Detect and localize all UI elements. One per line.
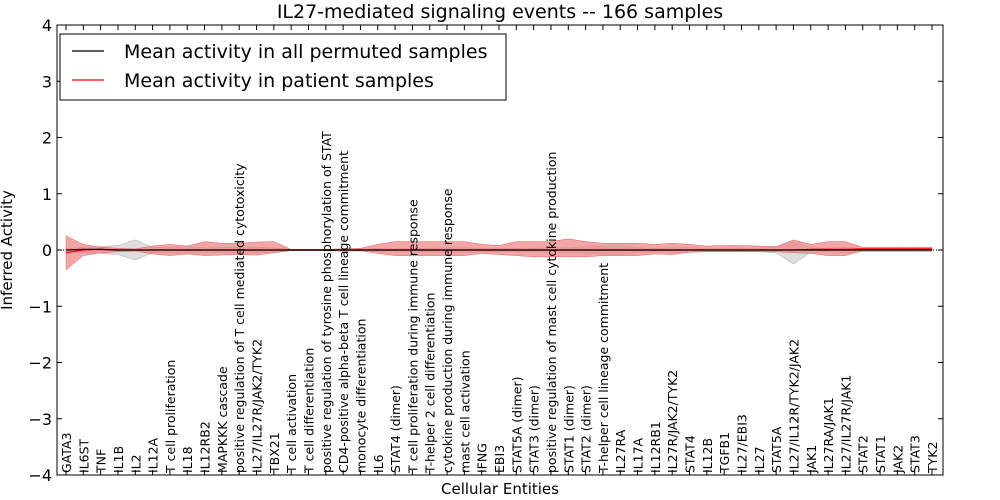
x-tick-label: IL27/EBI3 bbox=[735, 414, 750, 473]
x-tick-label: MAPKKK cascade bbox=[215, 366, 230, 473]
x-tick-label: IL17A bbox=[631, 437, 646, 473]
y-tick-label: −1 bbox=[28, 297, 52, 316]
x-tick-label: IL12RB2 bbox=[198, 421, 213, 473]
y-tick-label: 0 bbox=[42, 241, 52, 260]
legend-patient-label: Mean activity in patient samples bbox=[124, 70, 434, 92]
y-tick-label: −3 bbox=[28, 410, 52, 429]
x-tick-label: T cell proliferation bbox=[163, 360, 178, 474]
x-tick-label: IL27R/JAK2/TYK2 bbox=[665, 370, 680, 473]
legend-permuted-label: Mean activity in all permuted samples bbox=[124, 41, 487, 63]
x-tick-label: STAT2 bbox=[856, 435, 871, 473]
x-tick-label: T cell activation bbox=[284, 374, 299, 474]
x-tick-label: positive regulation of T cell mediated c… bbox=[232, 163, 247, 473]
x-tick-label: STAT1 bbox=[873, 435, 888, 473]
x-tick-label: T-helper cell lineage commitment bbox=[596, 263, 611, 474]
x-tick-label: STAT3 (dimer) bbox=[527, 385, 542, 473]
chart-title: IL27-mediated signaling events -- 166 sa… bbox=[277, 1, 723, 23]
x-tick-label: CD4-positive alpha-beta T cell lineage c… bbox=[336, 151, 351, 473]
x-tick-label: IL27/IL12R/TYK2/JAK2 bbox=[786, 339, 801, 473]
x-tick-label: IL27 bbox=[752, 446, 767, 473]
x-tick-label: IL2 bbox=[128, 454, 143, 473]
permuted-mean-line bbox=[65, 248, 932, 251]
y-axis-label: Inferred Activity bbox=[0, 190, 16, 310]
x-tick-label: IL27RA bbox=[613, 429, 628, 473]
x-tick-label: monocyte differentiation bbox=[353, 319, 368, 473]
x-tick-label: IL27RA/JAK1 bbox=[821, 397, 836, 473]
x-tick-label: STAT3 bbox=[908, 435, 923, 473]
x-tick-label: TNF bbox=[94, 449, 109, 474]
x-tick-label: STAT4 bbox=[683, 435, 698, 473]
y-tick-label: −4 bbox=[28, 466, 52, 485]
y-tick-label: −2 bbox=[28, 354, 52, 373]
x-tick-label: STAT4 (dimer) bbox=[388, 385, 403, 473]
legend-box bbox=[59, 33, 507, 101]
x-tick-label: positive regulation of tyrosine phosphor… bbox=[319, 131, 334, 473]
x-tick-label: GATA3 bbox=[59, 433, 74, 473]
x-tick-label: IL6ST bbox=[76, 438, 91, 473]
x-tick-label: IL6 bbox=[371, 454, 386, 473]
x-tick-label: T-helper 2 cell differentiation bbox=[423, 293, 438, 474]
x-tick-label: positive regulation of mast cell cytokin… bbox=[544, 152, 559, 473]
x-tick-label: TYK2 bbox=[925, 442, 940, 474]
x-tick-label: JAK2 bbox=[890, 445, 905, 474]
x-tick-label: IL12B bbox=[700, 438, 715, 473]
x-tick-label: STAT5A (dimer) bbox=[509, 377, 524, 473]
x-tick-label: T cell differentiation bbox=[302, 348, 317, 474]
x-tick-label: EBI3 bbox=[492, 445, 507, 473]
x-tick-label: IFNG bbox=[475, 443, 490, 473]
y-tick-label: 3 bbox=[42, 72, 52, 91]
x-axis-label: Cellular Entities bbox=[441, 480, 559, 498]
x-tick-label: IL1B bbox=[111, 446, 126, 473]
x-tick-label: IL27/IL27R/JAK1 bbox=[838, 375, 853, 473]
x-tick-label: T cell proliferation during immune respo… bbox=[405, 199, 420, 474]
x-tick-label: IL27/IL27R/JAK2/TYK2 bbox=[250, 339, 265, 473]
x-tick-label: mast cell activation bbox=[457, 350, 472, 473]
x-tick-label: IL12RB1 bbox=[648, 421, 663, 473]
x-tick-label: IL12A bbox=[146, 437, 161, 473]
y-tick-label: 1 bbox=[42, 185, 52, 204]
y-tick-label: 4 bbox=[42, 16, 52, 35]
x-tick-label: JAK1 bbox=[804, 445, 819, 474]
x-tick-label: cytokine production during immune respon… bbox=[440, 188, 455, 473]
x-tick-label: STAT1 (dimer) bbox=[561, 385, 576, 473]
x-tick-label: STAT5A bbox=[769, 426, 784, 473]
x-tick-label: TGFB1 bbox=[717, 432, 732, 474]
x-tick-label: TBX21 bbox=[267, 432, 282, 474]
legend: Mean activity in all permuted samples Me… bbox=[59, 33, 507, 101]
x-tick-label: IL18 bbox=[180, 446, 195, 473]
x-tick-label: STAT2 (dimer) bbox=[579, 385, 594, 473]
patient-range-band bbox=[65, 235, 933, 271]
y-tick-label: 2 bbox=[42, 129, 52, 148]
